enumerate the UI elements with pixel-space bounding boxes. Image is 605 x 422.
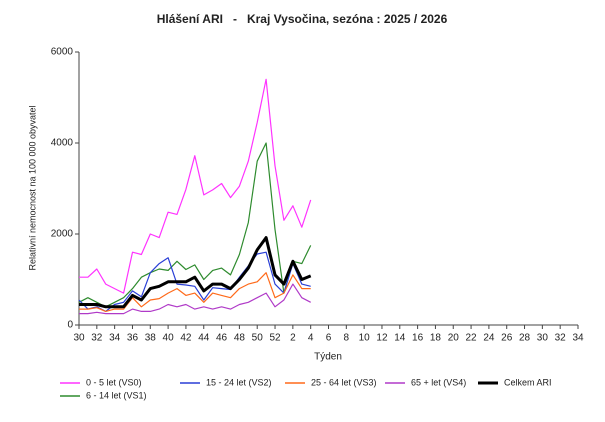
y-tick-label: 0: [67, 320, 73, 331]
x-tick-label: 50: [252, 333, 264, 344]
x-tick-label: 30: [73, 333, 85, 344]
y-tick-label: 6000: [51, 47, 74, 58]
y-axis-label: Relativní nemocnost na 100 000 obyvatel: [27, 105, 37, 270]
legend-label: Celkem ARI: [504, 377, 552, 387]
x-tick-label: 34: [572, 333, 584, 344]
x-tick-label: 32: [91, 333, 103, 344]
x-tick-label: 4: [308, 333, 314, 344]
x-axis-label: Týden: [314, 352, 342, 363]
x-tick-label: 14: [394, 333, 406, 344]
x-tick-label: 6: [326, 333, 332, 344]
series-line: [78, 142, 312, 308]
x-tick-label: 12: [376, 333, 388, 344]
series-line: [79, 272, 311, 312]
legend-label: 6 - 14 let (VS1): [86, 390, 147, 400]
x-tick-label: 44: [198, 333, 210, 344]
x-tick-label: 40: [163, 333, 175, 344]
x-tick-label: 18: [430, 333, 442, 344]
x-tick-label: 42: [180, 333, 192, 344]
x-tick-label: 26: [501, 333, 513, 344]
series-line: [78, 251, 311, 312]
series-line: [79, 78, 312, 294]
x-tick-label: 46: [216, 333, 228, 344]
series-line: [79, 236, 312, 309]
x-tick-label: 30: [537, 333, 549, 344]
chart-title: Hlášení ARI - Kraj Vysočina, sezóna : 20…: [157, 12, 448, 26]
x-tick-label: 38: [145, 333, 157, 344]
x-tick-label: 10: [359, 333, 371, 344]
x-tick-label: 22: [466, 333, 478, 344]
x-tick-label: 34: [109, 333, 121, 344]
legend-label: 15 - 24 let (VS2): [206, 377, 272, 387]
legend-label: 65 + let (VS4): [411, 377, 466, 387]
x-tick-label: 52: [269, 333, 281, 344]
x-tick-label: 2: [290, 333, 296, 344]
legend-label: 0 - 5 let (VS0): [86, 377, 142, 387]
x-tick-label: 28: [519, 333, 531, 344]
y-tick-label: 2000: [51, 229, 74, 240]
x-tick-label: 8: [344, 333, 350, 344]
x-tick-label: 48: [234, 333, 246, 344]
y-tick-label: 4000: [51, 138, 74, 149]
series-line: [79, 283, 311, 315]
x-tick-label: 16: [412, 333, 424, 344]
legend-label: 25 - 64 let (VS3): [311, 377, 377, 387]
x-tick-label: 36: [127, 333, 139, 344]
x-tick-label: 20: [448, 333, 460, 344]
x-tick-label: 24: [483, 333, 495, 344]
x-tick-label: 32: [555, 333, 567, 344]
